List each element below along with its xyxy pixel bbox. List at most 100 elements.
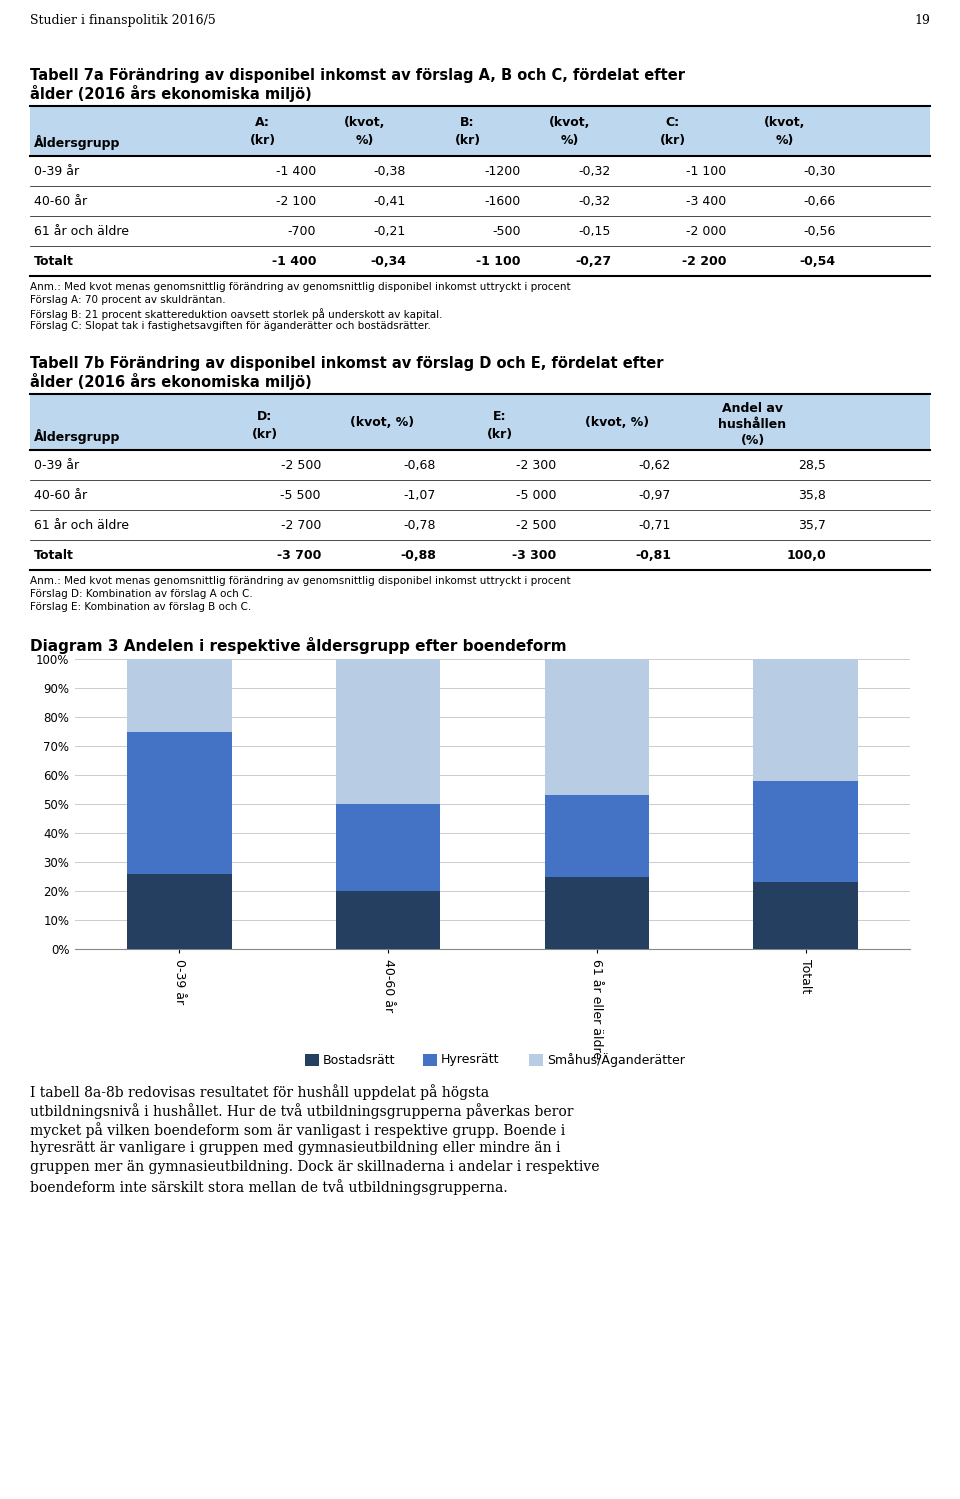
Text: %): %) [356, 133, 374, 147]
Text: -3 700: -3 700 [276, 549, 321, 562]
Text: -1 100: -1 100 [476, 255, 521, 267]
Text: -500: -500 [492, 225, 521, 237]
Text: Tabell 7a Förändring av disponibel inkomst av förslag A, B och C, fördelat efter: Tabell 7a Förändring av disponibel inkom… [30, 67, 685, 82]
Text: 40-60 år: 40-60 år [34, 195, 87, 207]
Bar [127, 874, 231, 949]
Bar [30, 106, 930, 156]
Bar [423, 1054, 437, 1066]
Text: Totalt: Totalt [34, 255, 74, 267]
Text: boendeform inte särskilt stora mellan de två utbildningsgrupperna.: boendeform inte särskilt stora mellan de… [30, 1180, 508, 1195]
Bar [336, 890, 441, 949]
Text: 0-39 år: 0-39 år [34, 165, 79, 177]
Text: -0,34: -0,34 [370, 255, 406, 267]
Text: (%): (%) [740, 435, 764, 447]
Bar [754, 781, 858, 883]
Text: -1,07: -1,07 [403, 489, 436, 502]
Text: -2 500: -2 500 [516, 519, 556, 532]
Text: -0,71: -0,71 [638, 519, 671, 532]
Text: -0,27: -0,27 [575, 255, 611, 267]
Text: Diagram 3 Andelen i respektive åldersgrupp efter boendeform: Diagram 3 Andelen i respektive åldersgru… [30, 637, 566, 654]
Bar [754, 660, 858, 781]
Text: -0,81: -0,81 [635, 549, 671, 562]
Text: 0-39 år: 0-39 år [34, 459, 79, 472]
Text: -2 300: -2 300 [516, 459, 556, 472]
Text: 19: 19 [914, 13, 930, 27]
Text: -2 700: -2 700 [280, 519, 321, 532]
Text: -1 400: -1 400 [272, 255, 316, 267]
Text: Förslag C: Slopat tak i fastighetsavgiften för äganderätter och bostädsrätter.: Förslag C: Slopat tak i fastighetsavgift… [30, 321, 431, 331]
Bar [30, 394, 930, 450]
Text: -2 100: -2 100 [276, 195, 316, 207]
Text: 61 år och äldre: 61 år och äldre [34, 519, 129, 532]
Text: -3 400: -3 400 [685, 195, 726, 207]
Text: (kvot,: (kvot, [549, 115, 590, 129]
Text: -0,56: -0,56 [804, 225, 836, 237]
Text: Studier i finanspolitik 2016/5: Studier i finanspolitik 2016/5 [30, 13, 216, 27]
Bar [336, 660, 441, 803]
Bar [529, 1054, 543, 1066]
Text: -0,32: -0,32 [579, 195, 611, 207]
Text: Hyresrätt: Hyresrätt [441, 1054, 499, 1066]
Text: -0,68: -0,68 [403, 459, 436, 472]
Text: -1600: -1600 [485, 195, 521, 207]
Text: 40-60 år: 40-60 år [34, 489, 87, 502]
Text: Andel av: Andel av [722, 402, 783, 415]
Text: -0,54: -0,54 [800, 255, 836, 267]
Text: (kr): (kr) [252, 429, 278, 441]
Text: -1 400: -1 400 [276, 165, 316, 177]
Bar [544, 660, 649, 796]
Text: Småhus/Äganderätter: Småhus/Äganderätter [547, 1052, 684, 1067]
Text: 100,0: 100,0 [786, 549, 826, 562]
Bar [336, 803, 441, 890]
Text: 35,8: 35,8 [798, 489, 826, 502]
Text: C:: C: [665, 115, 680, 129]
Text: -0,32: -0,32 [579, 165, 611, 177]
Text: A:: A: [255, 115, 270, 129]
Text: %): %) [776, 133, 794, 147]
Text: (kvot,: (kvot, [345, 115, 386, 129]
Text: -0,66: -0,66 [804, 195, 836, 207]
Text: Tabell 7b Förändring av disponibel inkomst av förslag D och E, fördelat efter: Tabell 7b Förändring av disponibel inkom… [30, 355, 663, 370]
Text: -0,15: -0,15 [579, 225, 611, 237]
Text: -0,97: -0,97 [638, 489, 671, 502]
Text: (kr): (kr) [487, 429, 513, 441]
Text: (kr): (kr) [660, 133, 685, 147]
Bar [127, 660, 231, 732]
Text: -0,78: -0,78 [403, 519, 436, 532]
Text: I tabell 8a-8b redovisas resultatet för hushåll uppdelat på högsta: I tabell 8a-8b redovisas resultatet för … [30, 1084, 490, 1100]
Bar [754, 883, 858, 949]
Text: -2 000: -2 000 [685, 225, 726, 237]
Text: Förslag E: Kombination av förslag B och C.: Förslag E: Kombination av förslag B och … [30, 603, 252, 612]
Text: E:: E: [493, 411, 507, 423]
Text: ålder (2016 års ekonomiska miljö): ålder (2016 års ekonomiska miljö) [30, 373, 312, 390]
Text: Förslag D: Kombination av förslag A och C.: Förslag D: Kombination av förslag A och … [30, 589, 252, 600]
Text: -5 500: -5 500 [280, 489, 321, 502]
Text: Åldersgrupp: Åldersgrupp [34, 429, 120, 444]
Text: utbildningsnivå i hushållet. Hur de två utbildningsgrupperna påverkas beror: utbildningsnivå i hushållet. Hur de två … [30, 1103, 573, 1118]
Text: -1 100: -1 100 [685, 165, 726, 177]
Text: -2 500: -2 500 [280, 459, 321, 472]
Text: 28,5: 28,5 [798, 459, 826, 472]
Text: (kvot, %): (kvot, %) [586, 415, 650, 429]
Text: Totalt: Totalt [34, 549, 74, 562]
Text: B:: B: [460, 115, 475, 129]
Text: -700: -700 [287, 225, 316, 237]
Text: -0,88: -0,88 [400, 549, 436, 562]
Text: mycket på vilken boendeform som är vanligast i respektive grupp. Boende i: mycket på vilken boendeform som är vanli… [30, 1121, 565, 1138]
Text: Åldersgrupp: Åldersgrupp [34, 135, 120, 150]
Text: %): %) [561, 133, 579, 147]
Text: (kvot,: (kvot, [764, 115, 805, 129]
Text: (kvot, %): (kvot, %) [350, 415, 415, 429]
Text: Anm.: Med kvot menas genomsnittlig förändring av genomsnittlig disponibel inkoms: Anm.: Med kvot menas genomsnittlig förän… [30, 576, 570, 586]
Bar [544, 796, 649, 877]
Text: D:: D: [257, 411, 273, 423]
Text: Förslag A: 70 procent av skuldräntan.: Förslag A: 70 procent av skuldräntan. [30, 295, 226, 304]
Text: -0,41: -0,41 [373, 195, 406, 207]
Text: 35,7: 35,7 [798, 519, 826, 532]
Bar [544, 877, 649, 949]
Text: -0,21: -0,21 [373, 225, 406, 237]
Text: -3 300: -3 300 [512, 549, 556, 562]
Text: -0,38: -0,38 [373, 165, 406, 177]
Text: 61 år och äldre: 61 år och äldre [34, 225, 129, 237]
Text: gruppen mer än gymnasieutbildning. Dock är skillnaderna i andelar i respektive: gruppen mer än gymnasieutbildning. Dock … [30, 1160, 599, 1174]
